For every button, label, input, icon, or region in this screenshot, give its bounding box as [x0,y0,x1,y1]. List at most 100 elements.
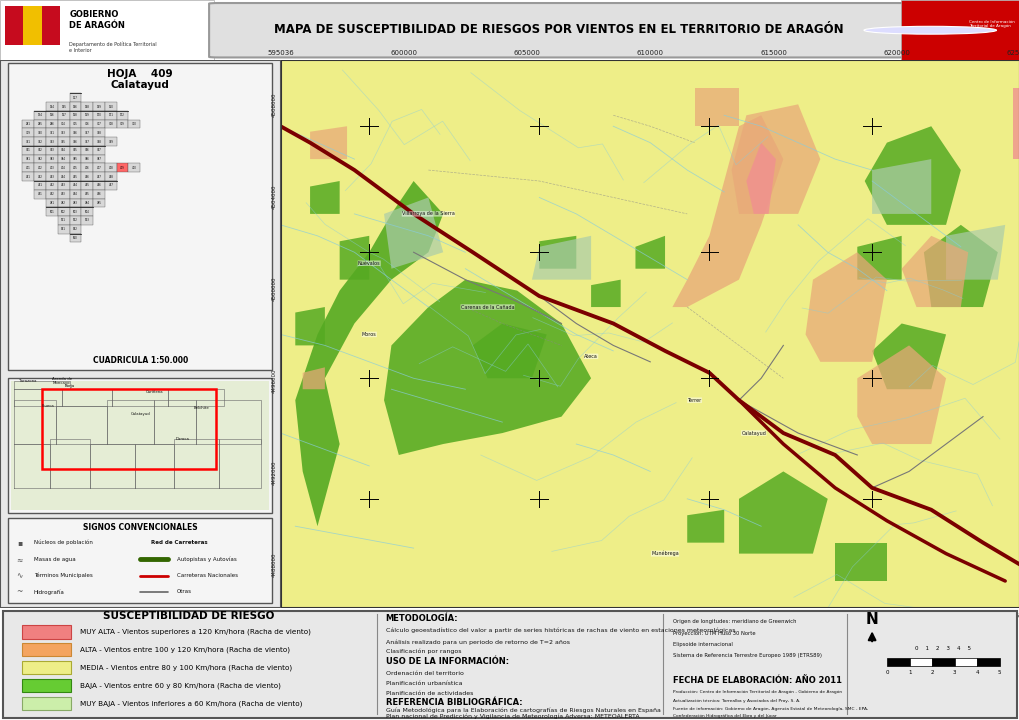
Text: Núcleos de población: Núcleos de población [34,540,93,545]
Bar [22,146,35,155]
Polygon shape [857,346,946,444]
Text: 169: 169 [85,113,90,117]
Text: 381: 381 [25,157,31,161]
Text: 4504000: 4504000 [271,184,276,209]
Text: 424: 424 [61,175,66,179]
Text: 145: 145 [61,104,66,109]
Text: 387: 387 [97,157,101,161]
Bar [82,111,93,120]
Polygon shape [901,236,967,307]
Bar [116,120,128,128]
Text: 503: 503 [73,210,77,214]
Bar [93,155,105,163]
Text: Otras: Otras [176,590,192,595]
Bar [82,128,93,138]
Bar [58,102,69,111]
Text: 625036: 625036 [1006,50,1019,56]
Text: 364: 364 [61,148,66,153]
Text: 4500000: 4500000 [271,276,276,301]
Text: FECHA DE ELABORACIÓN: AÑO 2011: FECHA DE ELABORACIÓN: AÑO 2011 [673,677,842,685]
Bar [93,128,105,138]
Polygon shape [923,225,997,307]
Text: Departamento de Política Territorial
e Interior: Departamento de Política Territorial e I… [69,42,157,53]
Polygon shape [310,181,339,214]
Bar [105,163,116,172]
Text: 407: 407 [97,166,101,170]
Text: 4496000: 4496000 [271,368,276,392]
Text: 367: 367 [97,148,101,153]
Bar [93,190,105,199]
Text: 421: 421 [25,175,31,179]
Text: Sistema de Referencia Terrestre Europeo 1989 (ETRS89): Sistema de Referencia Terrestre Europeo … [673,653,821,658]
Bar [35,138,46,146]
Bar [58,199,69,207]
Bar [69,146,82,155]
Text: 170: 170 [97,113,101,117]
Bar [8,518,272,603]
Bar [35,163,46,172]
Text: 405: 405 [73,166,77,170]
Bar [22,172,35,181]
Bar [93,120,105,128]
Text: 149: 149 [97,104,101,109]
Polygon shape [687,510,723,543]
Bar [93,138,105,146]
Text: 615000: 615000 [759,613,787,618]
Bar [22,696,71,710]
Text: N: N [865,612,877,627]
Bar [46,102,58,111]
Text: 466: 466 [97,192,101,196]
Text: 560: 560 [73,236,77,240]
Text: Plan nacional de Predicción y Vigilancia de Meteorología Adversa: METEOALERTA: Plan nacional de Predicción y Vigilancia… [385,714,639,719]
Polygon shape [871,159,930,214]
Text: 346: 346 [73,140,77,143]
Bar [69,102,82,111]
Bar [0,0,214,60]
Text: 600000: 600000 [390,50,417,56]
Text: 309: 309 [120,122,124,126]
Text: 442: 442 [49,184,54,187]
Text: Elipsoide internacional: Elipsoide internacional [673,642,733,647]
Text: 465: 465 [85,192,90,196]
Bar [35,190,46,199]
Text: ∿: ∿ [16,571,22,580]
Bar [900,0,1019,60]
Text: 310: 310 [131,122,137,126]
Bar [128,120,141,128]
Bar [35,111,46,120]
Bar [11,381,269,510]
Polygon shape [672,115,783,307]
Bar [954,657,976,667]
Bar [58,172,69,181]
Text: SIGNOS CONVENCIONALES: SIGNOS CONVENCIONALES [83,523,198,533]
Text: 321: 321 [49,131,54,135]
Bar [69,138,82,146]
Polygon shape [871,323,946,390]
Bar [69,94,82,102]
Text: 425: 425 [73,175,77,179]
Text: 504: 504 [85,210,90,214]
Bar [46,207,58,216]
Text: 428: 428 [108,175,113,179]
Bar [22,625,71,639]
Text: Villarroya de la Sierra: Villarroya de la Sierra [401,212,454,217]
Polygon shape [835,543,887,581]
Polygon shape [384,279,591,455]
Text: Masas de agua: Masas de agua [34,557,75,562]
FancyBboxPatch shape [209,3,907,58]
Text: 171: 171 [108,113,113,117]
Text: Illueca: Illueca [42,404,54,408]
Text: 363: 363 [50,148,54,153]
Text: CUADRICULA 1:50.000: CUADRICULA 1:50.000 [93,356,187,364]
Text: METODOLOGÍA:: METODOLOGÍA: [385,614,458,623]
Bar [69,128,82,138]
Text: 327: 327 [85,131,90,135]
Bar [46,146,58,155]
Text: 167: 167 [61,113,66,117]
Text: 148: 148 [85,104,90,109]
Bar [93,181,105,190]
Bar [82,181,93,190]
Bar [58,190,69,199]
Bar [69,163,82,172]
Text: 0: 0 [884,670,889,675]
